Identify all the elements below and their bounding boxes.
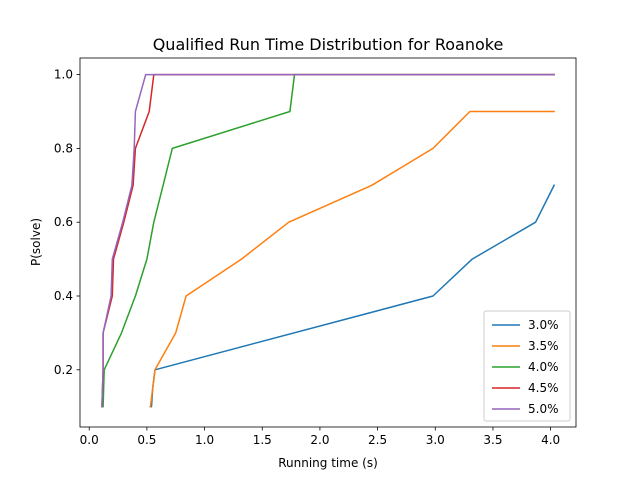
x-tick-label: 2.5 <box>368 433 387 447</box>
series-line-2 <box>102 73 555 408</box>
legend-label-4: 5.0% <box>528 402 559 416</box>
series-line-1 <box>149 110 555 408</box>
axes-frame <box>79 57 577 428</box>
legend-label-0: 3.0% <box>528 318 559 332</box>
legend: 3.0% 3.5% 4.0% 4.5% 5.0% <box>483 310 571 422</box>
x-tick-label: 1.0 <box>195 433 214 447</box>
legend-label-2: 4.0% <box>528 360 559 374</box>
series-line-0 <box>149 184 556 408</box>
x-tick-label: 3.0 <box>426 433 445 447</box>
x-tick-label: 0.0 <box>80 433 99 447</box>
x-axis-label: Running time (s) <box>278 456 378 470</box>
x-tick-label: 4.0 <box>541 433 560 447</box>
x-tick-label: 2.0 <box>310 433 329 447</box>
y-tick-label: 0.2 <box>54 363 73 377</box>
legend-box <box>483 310 571 422</box>
y-axis-label: P(solve) <box>29 218 43 266</box>
y-tick-label: 1.0 <box>54 68 73 82</box>
y-tick-label: 0.6 <box>54 215 73 229</box>
x-tick-label: 3.5 <box>483 433 502 447</box>
x-tick-label: 1.5 <box>253 433 272 447</box>
y-tick-label: 0.4 <box>54 289 73 303</box>
y-tick-label: 0.8 <box>54 141 73 155</box>
legend-label-3: 4.5% <box>528 381 559 395</box>
x-tick-label: 0.5 <box>137 433 156 447</box>
series-line-4 <box>101 73 555 408</box>
legend-label-1: 3.5% <box>528 339 559 353</box>
plot-area: 0.0 0.5 1.0 1.5 2.0 2.5 3.0 3.5 4.0 0.2 0.4 0.6 0.8 1… <box>54 57 577 447</box>
chart-title: Qualified Run Time Distribution for Roan… <box>153 35 504 54</box>
